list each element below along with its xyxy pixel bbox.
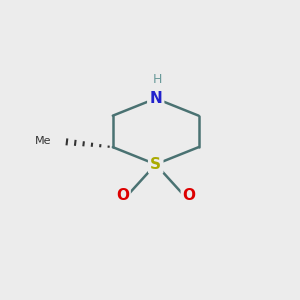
Text: O: O bbox=[182, 188, 195, 203]
Text: Me: Me bbox=[35, 136, 51, 146]
Text: S: S bbox=[150, 157, 161, 172]
Text: H: H bbox=[152, 74, 162, 86]
Text: N: N bbox=[149, 91, 162, 106]
Text: O: O bbox=[116, 188, 129, 203]
